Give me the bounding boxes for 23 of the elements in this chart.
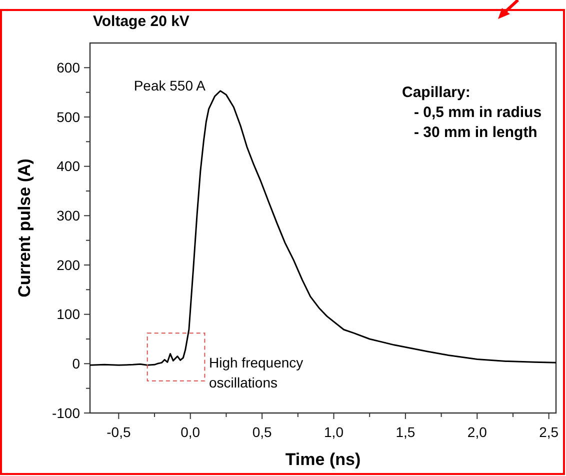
y-tick-label: 500 (56, 108, 80, 125)
y-tick-label: 600 (56, 60, 80, 76)
chart-title: Voltage 20 kV (93, 13, 190, 30)
y-tick-label: 300 (56, 208, 80, 224)
y-tick-label: 0 (72, 356, 80, 372)
annotation: - 30 mm in length (414, 124, 538, 141)
y-tick-label: 100 (56, 306, 80, 322)
annotation: Peak 550 A (134, 77, 206, 94)
x-tick-label: 2,5 (539, 424, 559, 440)
y-axis-title: Current pulse (A) (15, 158, 34, 298)
x-tick-label: 0,5 (252, 424, 272, 440)
y-tick-label: 400 (56, 158, 80, 174)
annotation: Capillary: (402, 84, 470, 101)
y-tick-label: 200 (56, 256, 80, 273)
annotation: - 0,5 mm in radius (414, 104, 542, 121)
x-tick-label: -0,5 (106, 424, 131, 440)
x-tick-label: 1,5 (396, 424, 416, 440)
x-tick-label: 1,0 (324, 424, 344, 440)
y-tick-label: -100 (52, 404, 80, 421)
x-tick-label: 0,0 (180, 424, 200, 440)
x-axis-title: Time (ns) (285, 450, 361, 469)
x-tick-label: 2,0 (467, 424, 488, 440)
annotation: High frequency oscillations (209, 354, 304, 391)
